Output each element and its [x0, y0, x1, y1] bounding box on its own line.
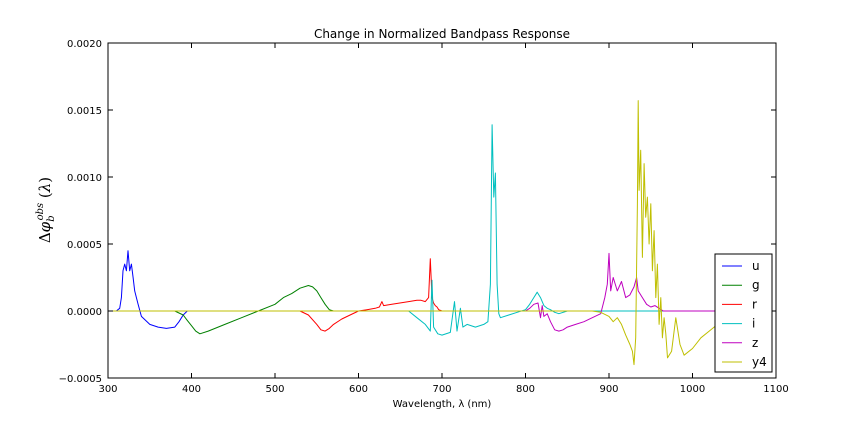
chart-title: Change in Normalized Bandpass Response — [314, 27, 570, 41]
legend-label-i: i — [752, 317, 755, 331]
plot-area — [108, 100, 776, 366]
y-axis-label-phi: φ — [36, 221, 54, 232]
series-line-u — [108, 250, 192, 329]
x-tick-label: 700 — [432, 384, 451, 395]
series-line-y4 — [108, 100, 735, 366]
y-tick-label: 0.0015 — [67, 106, 102, 117]
y-axis-label-lambda: λ — [36, 183, 54, 194]
x-tick-label: 1100 — [763, 384, 788, 395]
legend-label-r: r — [752, 297, 757, 311]
series-line-g — [108, 285, 776, 335]
x-tick-label: 900 — [599, 384, 618, 395]
x-tick-label: 600 — [349, 384, 368, 395]
legend-box — [714, 253, 773, 373]
y-axis-label-close: ) — [36, 177, 54, 183]
series-layer — [108, 100, 776, 366]
y-tick-label: 0.0010 — [67, 173, 102, 184]
series-line-r — [108, 258, 776, 332]
y-axis-label-argument: ( — [36, 192, 54, 203]
legend-label-u: u — [752, 259, 760, 273]
y-tick-label: 0.0020 — [67, 39, 102, 50]
x-tick-label: 500 — [265, 384, 284, 395]
y-axis-label-subscript: b — [46, 215, 57, 221]
x-tick-label: 300 — [98, 384, 117, 395]
legend-label-y4: y4 — [752, 355, 767, 369]
y-tick-label: 0.0005 — [67, 240, 102, 251]
x-tick-label: 400 — [182, 384, 201, 395]
y-axis-label-delta: Δ — [36, 232, 54, 243]
y-tick-label: −0.0005 — [59, 374, 102, 385]
legend-label-g: g — [752, 278, 760, 292]
legend-label-z: z — [752, 336, 758, 350]
y-axis-label: Δφbobs (λ) — [35, 177, 57, 243]
series-line-i — [108, 124, 776, 336]
x-axis-label: Wavelength, λ (nm) — [393, 399, 492, 410]
x-tick-label: 800 — [516, 384, 535, 395]
series-line-z — [108, 252, 776, 332]
y-axis-label-superscript: obs — [35, 203, 46, 221]
y-tick-label: 0.0000 — [67, 307, 102, 318]
y-axis: −0.0005 0.0000 0.0005 0.0010 0.0015 0.0020 — [59, 39, 776, 385]
x-tick-label: 1000 — [680, 384, 705, 395]
x-axis: 300 400 500 600 700 800 900 1000 1100 — [98, 43, 789, 395]
